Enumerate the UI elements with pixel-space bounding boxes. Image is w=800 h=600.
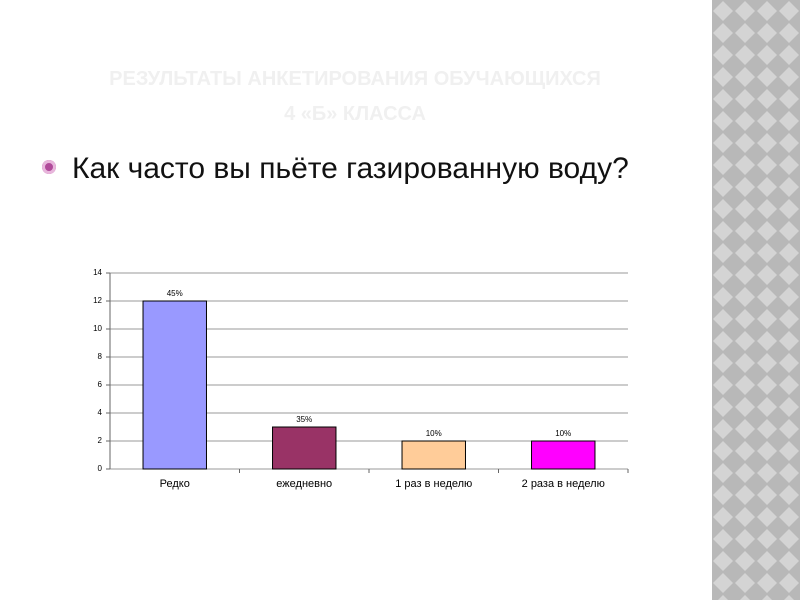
- bar-annotation: 10%: [426, 429, 442, 438]
- x-tick-label: 1 раз в неделю: [395, 478, 472, 490]
- y-tick-label: 2: [98, 436, 103, 445]
- y-tick-label: 8: [98, 352, 103, 361]
- y-tick-label: 10: [93, 324, 102, 333]
- y-tick-label: 0: [98, 464, 103, 473]
- bullet-text: Как часто вы пьёте газированную воду?: [72, 152, 629, 185]
- slide-title: 4 «Б» КЛАССА: [284, 103, 426, 125]
- x-tick-label: ежедневно: [276, 478, 332, 490]
- side-strip: [712, 0, 800, 600]
- slide-title: РЕЗУЛЬТАТЫ АНКЕТИРОВАНИЯ ОБУЧАЮЩИХСЯ: [109, 68, 601, 90]
- bar: [531, 440, 596, 470]
- bar: [142, 300, 207, 470]
- bar: [272, 426, 337, 470]
- x-tick-label: 2 раза в неделю: [522, 478, 605, 490]
- y-tick-label: 6: [98, 380, 103, 389]
- chart: 0 2 4 6 8 10 12 14 Редко 45% ежедневно 35% 1 раз в н…: [93, 268, 629, 490]
- bar-annotation: 10%: [555, 429, 571, 438]
- bar-annotation: 45%: [167, 289, 183, 298]
- x-tick-label: Редко: [160, 478, 190, 490]
- bar: [401, 440, 466, 470]
- bar-annotation: 35%: [296, 415, 312, 424]
- y-tick-label: 14: [93, 268, 102, 277]
- y-tick-label: 4: [98, 408, 103, 417]
- y-tick-label: 12: [93, 296, 102, 305]
- bullet-icon: [42, 160, 56, 174]
